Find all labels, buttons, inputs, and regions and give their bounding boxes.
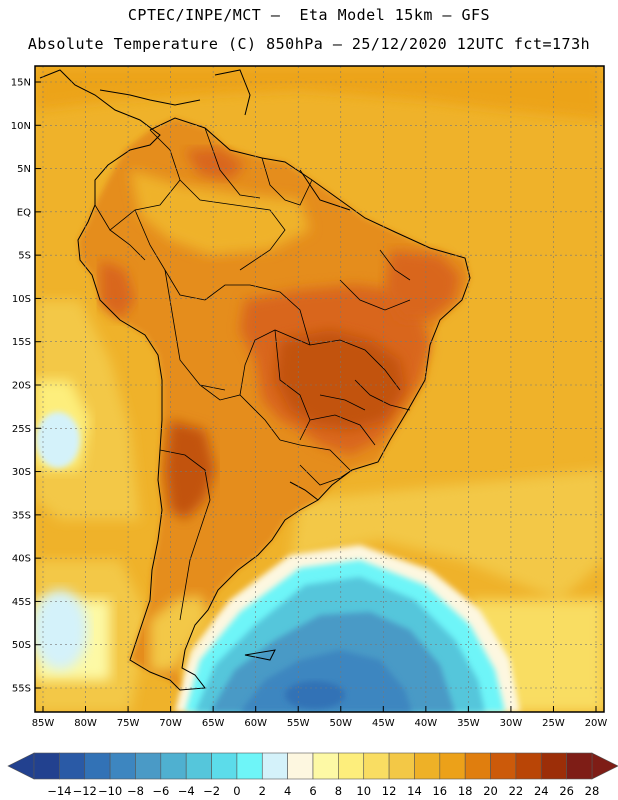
lon-label: 85W: [32, 718, 55, 729]
lat-label: 5S: [18, 251, 31, 262]
lon-label: 60W: [244, 718, 267, 729]
colorbar-swatch: [135, 752, 162, 780]
colorbar-swatch: [566, 752, 593, 780]
colorbar-label: 16: [432, 784, 447, 798]
colorbar-label: −2: [203, 784, 220, 798]
colorbar-label: 2: [259, 784, 266, 798]
colorbar-swatch: [515, 752, 542, 780]
colorbar-swatch: [236, 752, 263, 780]
lon-label: 80W: [74, 718, 97, 729]
coastlines: [39, 69, 471, 691]
colorbar-swatch: [490, 752, 517, 780]
colorbar-label: −12: [73, 784, 97, 798]
lat-label: EQ: [17, 207, 31, 218]
colorbar-label: 26: [559, 784, 574, 798]
lon-label: 35W: [457, 718, 480, 729]
colorbar-swatch: [540, 752, 567, 780]
colorbar-label: −14: [47, 784, 71, 798]
colorbar-swatch: [414, 752, 441, 780]
colorbar-label: −8: [127, 784, 144, 798]
colorbar-label: 22: [509, 784, 524, 798]
lat-label: 10S: [12, 294, 31, 305]
lat-label: 35S: [12, 510, 31, 521]
colorbar-label: 0: [233, 784, 240, 798]
colorbar-label: −4: [178, 784, 195, 798]
colorbar-swatch: [338, 752, 365, 780]
colorbar-low-arrow: [7, 752, 35, 780]
colorbar-swatch: [464, 752, 491, 780]
colorbar-label: −6: [152, 784, 169, 798]
colorbar-swatch: [388, 752, 415, 780]
lat-label: 25S: [12, 424, 31, 435]
colorbar-label: 6: [309, 784, 316, 798]
lon-label: 25W: [542, 718, 565, 729]
colorbar-label: 14: [407, 784, 422, 798]
lat-label: 30S: [12, 467, 31, 478]
colorbar-label: 10: [356, 784, 371, 798]
colorbar-swatch: [185, 752, 212, 780]
lat-label: 15N: [11, 78, 31, 89]
colorbar-label: 20: [483, 784, 498, 798]
colorbar-label: −10: [98, 784, 122, 798]
lat-label: 40S: [12, 554, 31, 565]
temperature-field: [35, 66, 604, 712]
lon-label: 30W: [500, 718, 523, 729]
colorbar: −14 −12 −10 −8 −6 −4 −2 0 2 4 6 8 10 12 14 16 18 20 22 24 26…: [7, 752, 618, 798]
map-title: CPTEC/INPE/MCT – Eta Model 15km – GFS: [127, 6, 491, 24]
colorbar-label: 4: [284, 784, 291, 798]
lat-label: 10N: [11, 121, 31, 132]
colorbar-swatch: [287, 752, 314, 780]
colorbar-swatch: [439, 752, 466, 780]
lat-label: 20S: [12, 381, 31, 392]
map-subtitle: Absolute Temperature (C) 850hPa – 25/12/…: [27, 35, 591, 53]
colorbar-label: 12: [382, 784, 397, 798]
lon-label: 55W: [287, 718, 310, 729]
lon-label: 45W: [372, 718, 395, 729]
colorbar-label: 18: [458, 784, 473, 798]
colorbar-swatch: [109, 752, 136, 780]
lat-label: 55S: [12, 684, 31, 695]
lat-label: 50S: [12, 640, 31, 651]
lon-label: 50W: [329, 718, 352, 729]
colorbar-label: 24: [534, 784, 549, 798]
lat-label: 5N: [17, 164, 31, 175]
colorbar-swatch: [59, 752, 86, 780]
colorbar-label: 28: [585, 784, 600, 798]
lat-label: 15S: [12, 337, 31, 348]
lat-label: 45S: [12, 597, 31, 608]
lon-label: 40W: [415, 718, 438, 729]
map-frame: [34, 65, 605, 713]
colorbar-high-arrow: [591, 752, 618, 780]
colorbar-swatch: [211, 752, 238, 780]
lon-label: 65W: [202, 718, 225, 729]
latitude-labels: 15N 10N 5N EQ 5S 10S 15S 20S 25S 30S 35S 40S 45S 50S 5…: [11, 78, 41, 695]
colorbar-swatch: [160, 752, 187, 780]
colorbar-label: 8: [335, 784, 342, 798]
colorbar-swatch: [363, 752, 390, 780]
colorbar-swatch: [33, 752, 60, 780]
longitude-labels: 85W 80W 75W 70W 65W 60W 55W 50W 45W 40W 35W 30W 25W 2…: [32, 706, 608, 729]
lon-label: 70W: [159, 718, 182, 729]
lon-label: 75W: [117, 718, 140, 729]
colorbar-swatch: [84, 752, 111, 780]
colorbar-swatch: [261, 752, 288, 780]
colorbar-swatch: [312, 752, 339, 780]
lon-label: 20W: [585, 718, 608, 729]
